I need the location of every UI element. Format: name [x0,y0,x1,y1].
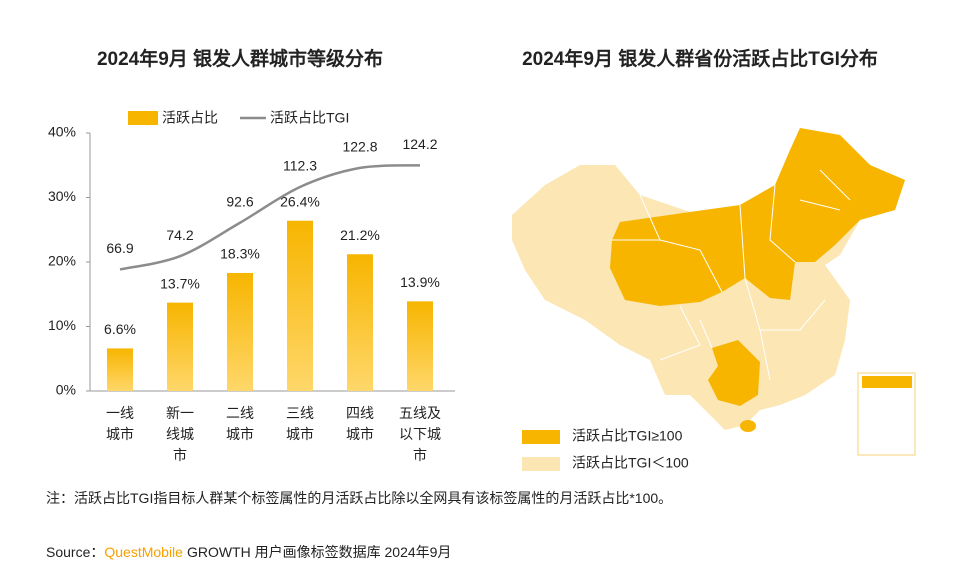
source-text: GROWTH 用户画像标签数据库 2024年9月 [186,544,452,560]
line [119,164,421,271]
data-label: 21.2% [340,227,380,243]
legend-label: 活跃占比TGI＜100 [572,455,689,471]
data-label: 66.9 [106,240,133,256]
data-label: 26.4% [280,193,320,209]
y-tick-label: 20% [48,253,76,269]
data-label: 6.6% [104,321,136,337]
x-tick-label: 四线城市 [345,405,374,442]
data-label: 122.8 [342,139,377,155]
legend-label: 活跃占比TGI [270,110,349,126]
legend-swatch [128,111,158,125]
data-label: 74.2 [166,227,193,243]
map-region-high [740,420,756,432]
data-label: 112.3 [283,158,317,174]
y-tick-label: 10% [48,317,76,333]
x-tick-label: 新一线城市 [165,405,194,463]
y-tick-label: 40% [48,124,76,140]
bar [347,254,373,391]
data-label: 13.7% [160,275,200,291]
data-label: 124.2 [402,136,437,152]
source-label: Source： [46,544,105,560]
data-label: 18.3% [220,246,260,262]
bar [407,301,433,391]
legend-swatch [522,430,560,444]
x-tick-label: 二线城市 [225,405,254,442]
source: Source：QuestMobile GROWTH 用户画像标签数据库 2024年… [46,542,451,562]
y-tick-label: 30% [48,188,76,204]
bar [167,302,193,391]
map-region-high [708,340,760,406]
south-sea-inset [857,372,916,456]
x-tick-label: 五线及以下城市 [398,405,441,463]
source-brand: QuestMobile [104,544,183,560]
x-tick-label: 三线城市 [285,405,314,442]
bar [287,220,313,391]
y-tick-label: 0% [56,382,76,398]
bar [107,348,133,391]
legend-label: 活跃占比 [162,110,218,126]
note: 注：活跃占比TGI指目标人群某个标签属性的月活跃占比除以全网具有该标签属性的月活… [46,490,673,506]
x-tick-label: 一线城市 [105,405,134,442]
map-region-high [610,128,905,306]
province-borders [612,169,851,381]
map-title: 2024年9月 银发人群省份活跃占比TGI分布 [522,47,878,70]
data-label: 13.9% [400,274,440,290]
inset-region [862,376,912,388]
legend-swatch [522,457,560,471]
map [512,128,916,456]
chart-title: 2024年9月 银发人群城市等级分布 [97,47,383,70]
legend-label: 活跃占比TGI≥100 [572,428,683,444]
bar [227,272,253,391]
data-label: 92.6 [226,193,253,209]
